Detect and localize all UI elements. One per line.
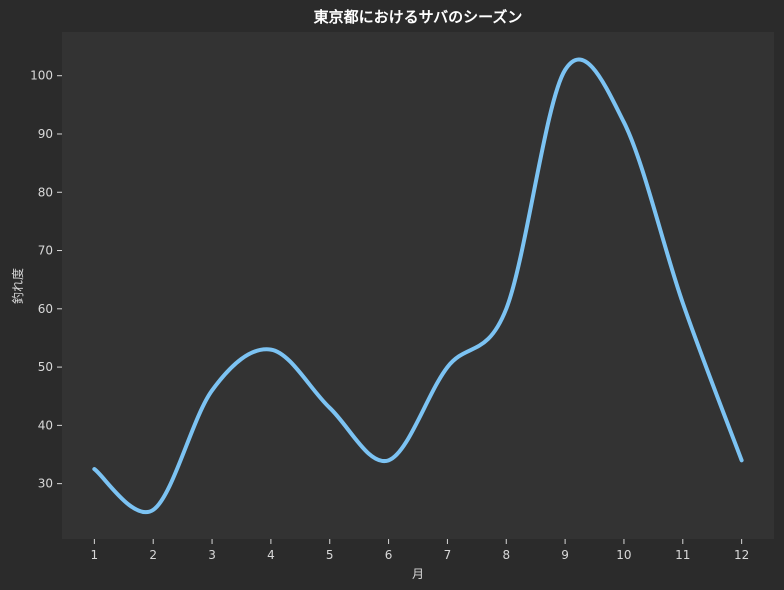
- x-axis: 1 2 3 4 5 6 7 8 9 10 11 12: [91, 539, 749, 562]
- chart-title: 東京都におけるサバのシーズン: [314, 8, 523, 26]
- x-tick-label: 2: [149, 548, 157, 562]
- x-axis-label: 月: [412, 567, 424, 581]
- x-tick-label: 5: [326, 548, 334, 562]
- x-tick-label: 6: [385, 548, 393, 562]
- y-tick-label: 40: [38, 418, 53, 432]
- y-tick-label: 50: [38, 360, 53, 374]
- x-tick-label: 1: [91, 548, 99, 562]
- x-tick-label: 8: [502, 548, 510, 562]
- y-tick-label: 70: [38, 244, 53, 258]
- x-tick-label: 12: [734, 548, 749, 562]
- series-line: [92, 57, 744, 515]
- x-tick-label: 3: [208, 548, 216, 562]
- x-tick-label: 9: [561, 548, 569, 562]
- x-tick-label: 11: [675, 548, 690, 562]
- x-tick-label: 10: [616, 548, 631, 562]
- y-tick-label: 100: [30, 69, 53, 83]
- y-tick-label: 60: [38, 302, 53, 316]
- y-tick-label: 80: [38, 185, 53, 199]
- y-axis: 30 40 50 60 70 80 90 100: [30, 69, 62, 491]
- y-tick-label: 30: [38, 477, 53, 491]
- y-tick-label: 90: [38, 127, 53, 141]
- x-tick-label: 7: [444, 548, 452, 562]
- plot-area: [62, 32, 774, 539]
- x-tick-label: 4: [267, 548, 275, 562]
- y-axis-label: 釣れ度: [10, 268, 25, 304]
